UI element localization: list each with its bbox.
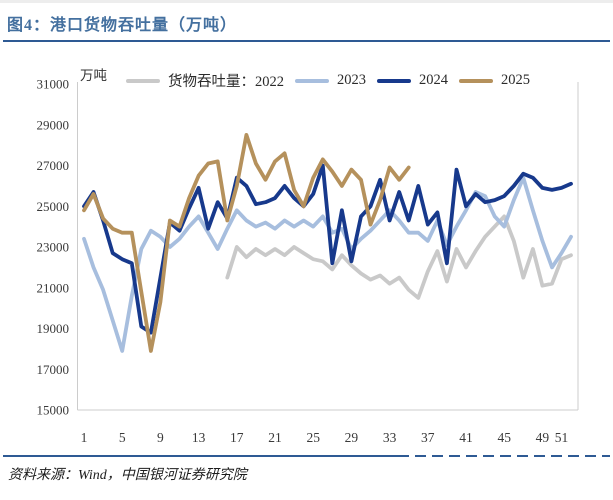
x-tick-label: 25: [306, 430, 320, 445]
source-note: 资料来源：Wind，中国银河证券研究院: [8, 468, 247, 483]
x-tick-label: 33: [383, 430, 397, 445]
x-tick-label: 9: [157, 430, 164, 445]
y-tick-label: 29000: [37, 117, 70, 132]
axis-unit-label: 万吨: [80, 68, 107, 83]
x-tick-label: 37: [421, 430, 435, 445]
y-tick-label: 19000: [37, 321, 70, 336]
y-tick-label: 15000: [37, 403, 70, 418]
y-tick-label: 23000: [37, 240, 70, 255]
y-tick-label: 17000: [37, 362, 70, 377]
legend-label-2024: 2024: [419, 72, 448, 88]
legend-label-2022: 货物吞吐量：2022: [168, 74, 284, 90]
x-tick-label: 1: [81, 430, 88, 445]
legend-label-2023: 2023: [337, 72, 366, 88]
figure-title: 图4：港口货物吞吐量（万吨）: [7, 17, 238, 34]
legend-marker-2024: [377, 78, 411, 83]
x-tick-label: 49: [536, 430, 550, 445]
series-line-2024: [82, 163, 573, 335]
legend-marker-2022: [126, 78, 160, 83]
legend-item-2024: 2024: [377, 72, 448, 89]
bottom-divider-dashes: [398, 455, 610, 457]
x-tick-label: 45: [497, 430, 511, 445]
series-line-2025: [82, 132, 411, 353]
series-line-2022: [225, 214, 573, 300]
x-tick-label: 21: [268, 430, 282, 445]
y-tick-label: 25000: [37, 199, 70, 214]
legend-marker-2025: [459, 78, 493, 83]
legend-label-2025: 2025: [501, 72, 530, 88]
x-tick-label: 17: [230, 430, 244, 445]
legend-item-2025: 2025: [459, 72, 530, 89]
y-tick-label: 27000: [37, 158, 70, 173]
title-divider: [3, 40, 610, 42]
y-tick-label: 21000: [37, 280, 70, 295]
page-edge-strip: [0, 0, 613, 3]
legend-marker-2023: [295, 78, 329, 83]
chart-legend: 货物吞吐量：2022 2023 2024 2025: [126, 70, 530, 91]
bottom-divider: [3, 455, 610, 457]
y-tick-label: 31000: [37, 77, 70, 92]
legend-item-2022: 货物吞吐量：2022: [126, 70, 284, 91]
legend-item-2023: 2023: [295, 72, 366, 89]
x-tick-label: 51: [555, 430, 569, 445]
x-tick-label: 41: [459, 430, 473, 445]
x-tick-label: 29: [345, 430, 359, 445]
x-tick-label: 5: [119, 430, 126, 445]
x-tick-label: 13: [192, 430, 206, 445]
